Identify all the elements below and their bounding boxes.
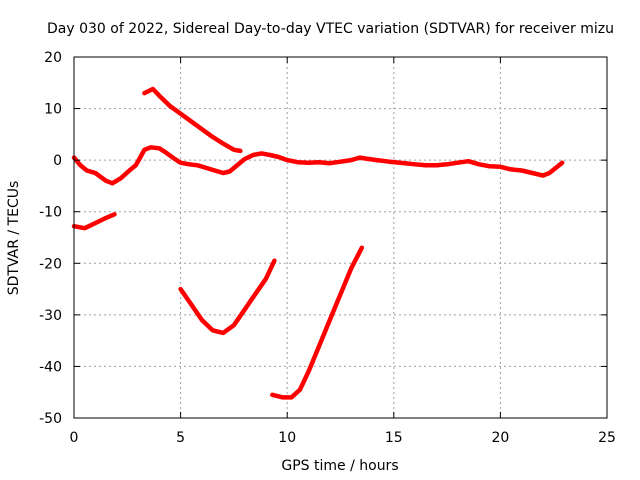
series-arc-main [71, 145, 565, 186]
series-arc-dip-1 [178, 258, 277, 336]
x-tick-label: 25 [598, 430, 616, 446]
series-arc-dip-2 [270, 245, 365, 400]
grid [74, 57, 607, 418]
x-tick-label: 5 [176, 430, 185, 446]
x-tick-label: 20 [491, 430, 509, 446]
series-arc-descending [142, 86, 243, 154]
y-tick-label: -10 [39, 205, 62, 221]
y-tick-label: 10 [44, 102, 62, 118]
x-axis-label: GPS time / hours [281, 458, 398, 474]
y-tick-label: -50 [39, 411, 62, 427]
y-axis-label: SDTVAR / TECUs [6, 181, 22, 296]
series-arc-early [71, 212, 117, 231]
plot-frame [73, 56, 608, 419]
y-tick-label: -30 [39, 308, 62, 324]
y-tick-label: 20 [44, 50, 62, 66]
axis-ticks: 0 5 10 15 20 25 20 10 0 -10 -20 -30 -40 -50 [39, 50, 616, 446]
x-tick-label: 15 [385, 430, 403, 446]
y-tick-label: -20 [39, 256, 62, 272]
x-tick-label: 0 [70, 430, 79, 446]
y-tick-label: -40 [39, 359, 62, 375]
x-tick-label: 10 [278, 430, 296, 446]
chart-title: Day 030 of 2022, Sidereal Day-to-day VTE… [47, 21, 614, 37]
data-series [71, 86, 565, 400]
y-tick-label: 0 [53, 153, 62, 169]
